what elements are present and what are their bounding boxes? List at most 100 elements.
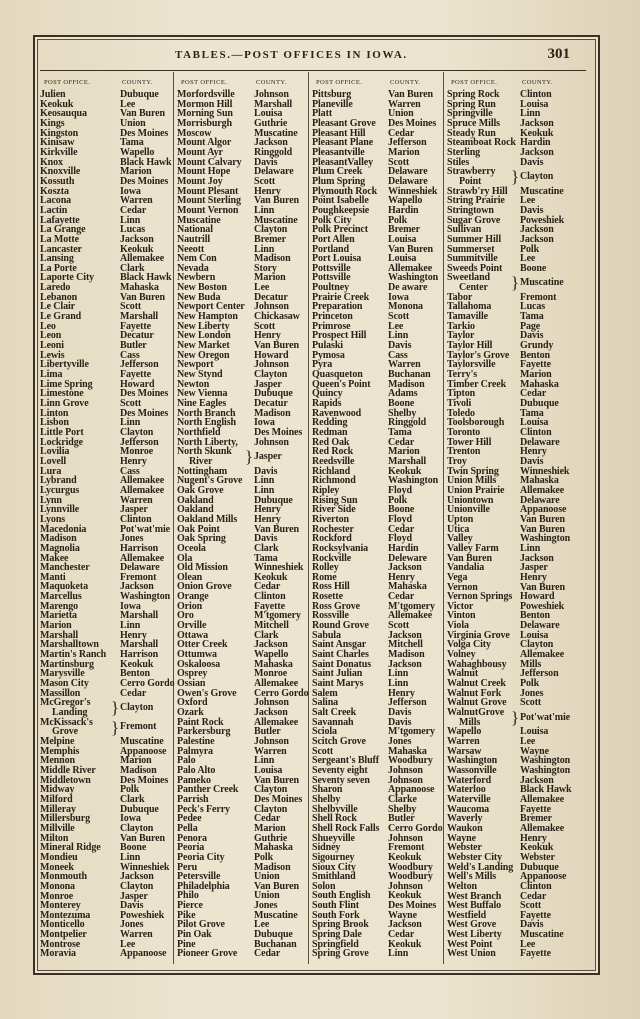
- county-name: Jasper: [120, 890, 148, 902]
- county-name: Muscatine: [120, 736, 164, 747]
- post-office-name: Saint Marys: [312, 678, 364, 690]
- county-name: Floyd: [388, 513, 412, 525]
- post-office-name-continued: Landing: [52, 707, 88, 718]
- table-row: New Hampton Chickasaw: [177, 312, 311, 322]
- county-name: Davis: [120, 900, 144, 912]
- post-office-name: Utica: [447, 523, 470, 535]
- table-row: Upton Van Buren: [447, 515, 581, 525]
- post-office-name: Northfield: [177, 426, 221, 438]
- table-row: Point Isabelle Wapello: [312, 196, 446, 206]
- post-office-name: Rocksylvania: [312, 542, 369, 554]
- table-row: Springfield Keokuk: [312, 939, 446, 950]
- post-office-name: Waukon: [447, 822, 483, 834]
- county-name: Iowa: [254, 417, 275, 429]
- county-name: Tama: [120, 137, 144, 149]
- post-office-name: Princeton: [312, 311, 353, 323]
- post-office-name: Mennon: [40, 755, 75, 767]
- county-name: Jackson: [254, 707, 288, 719]
- table-row: South English Keokuk: [312, 891, 446, 901]
- table-row: West Branch Cedar: [447, 891, 581, 902]
- county-name: Warren: [120, 494, 153, 506]
- post-office-name: Spring Rock: [447, 89, 500, 100]
- post-office-name: Linton: [40, 407, 69, 419]
- table-row: Mount Sterling Van Buren: [177, 196, 311, 206]
- table-row: Ripley Floyd: [312, 486, 446, 496]
- county-name: Warren: [120, 195, 153, 207]
- post-office-name: Manchester: [40, 562, 90, 574]
- table-row: New London Henry: [177, 331, 311, 341]
- table-row: Sioux City Woodbury: [312, 862, 446, 873]
- post-office-name-continued: Point: [459, 175, 482, 187]
- post-office-name: Ossian: [177, 678, 206, 690]
- post-office-name: Otter Creek: [177, 639, 228, 651]
- table-row: Mount Hope Delaware: [177, 167, 311, 177]
- table-row: Vandalia Jasper: [447, 563, 581, 573]
- post-office-name: Scitch Grove: [312, 735, 366, 747]
- post-office-name: Toronto: [447, 427, 481, 438]
- county-name: Van Buren: [520, 581, 565, 593]
- table-row: West Union Fayette: [447, 949, 581, 959]
- post-office-name: Rochester: [312, 523, 354, 535]
- post-office-name: Valley: [447, 533, 473, 545]
- post-office-name: Marshalltown: [40, 639, 99, 651]
- post-office-name: Tipton: [447, 388, 476, 400]
- county-name: Wayne: [388, 909, 417, 921]
- table-row: Libertyville Jefferson: [40, 360, 174, 370]
- column-divider: [308, 72, 309, 964]
- post-office-name: Little Port: [40, 426, 84, 438]
- table-row: Newton Jasper: [177, 379, 311, 390]
- county-name: Allemakee: [388, 262, 433, 274]
- post-office-name: Saint Donatus: [312, 658, 371, 670]
- table-row: Pottsville Allemakee: [312, 262, 446, 274]
- county-name: Jackson: [520, 224, 554, 236]
- post-office-name: Morfordsville: [177, 89, 235, 100]
- county-name: Jackson: [520, 552, 554, 564]
- table-row: Monroe Jasper: [40, 890, 174, 902]
- post-office-name: Philo: [177, 890, 199, 902]
- post-office-name: Mineral Ridge: [40, 842, 101, 854]
- table-row: Sciola M'tgomery: [312, 727, 446, 737]
- post-office-name: Mormon Hill: [177, 98, 233, 110]
- table-row: Le Clair Scott: [40, 302, 174, 312]
- table-row: Sterling Jackson: [447, 148, 581, 158]
- county-name: Linn: [120, 620, 141, 632]
- table-row: Otter Creek Jackson: [177, 640, 311, 650]
- post-office-name: Le Clair: [40, 301, 76, 313]
- county-name: Hardin: [388, 204, 419, 216]
- table-row: Montezuma Poweshiek: [40, 910, 174, 921]
- table-row: Monmouth Jackson: [40, 872, 174, 882]
- county-name: Washington: [520, 764, 571, 776]
- table-row: Salem Henry: [312, 688, 446, 699]
- table-row: La Motte Jackson: [40, 235, 174, 245]
- table-row: Prospect Hill Linn: [312, 331, 446, 341]
- post-office-name: Pleasant Plane: [312, 137, 374, 149]
- table-row: Peru Madison: [177, 862, 311, 873]
- table-column: POST OFFICE. COUNTY. Spring Rock Clinton Spr…: [447, 77, 581, 959]
- county-name: Winneshiek: [520, 465, 570, 477]
- table-row: Peoria Mahaska: [177, 843, 311, 853]
- county-name: Linn: [388, 330, 409, 342]
- table-row: Seventy eight Johnson: [312, 766, 446, 776]
- post-office-name: Rising Sun: [312, 494, 358, 506]
- table-row: North English Iowa: [177, 418, 311, 428]
- post-office-name: Tabor: [447, 291, 473, 303]
- table-row: Lycurgus Allemakee: [40, 486, 174, 496]
- county-name: Marshall: [120, 639, 159, 651]
- table-row: Twin Spring Winneshiek: [447, 465, 581, 477]
- county-name: Wapello: [254, 649, 289, 661]
- post-office-name: New Buda: [177, 291, 221, 303]
- county-name: Lee: [388, 320, 404, 332]
- table-row: Riverton Floyd: [312, 515, 446, 525]
- post-office-name: Marysville: [40, 668, 85, 680]
- county-name: Benton: [520, 610, 550, 622]
- county-name: Jackson: [120, 581, 154, 593]
- table-row: Walnut Fork Jones: [447, 688, 581, 699]
- post-office-name: Maquoketa: [40, 581, 88, 593]
- post-office-name: Saint Charles: [312, 649, 369, 661]
- county-name: Warren: [120, 929, 153, 941]
- county-name: Louisa: [388, 253, 417, 265]
- table-row: Paint Rock Allemakee: [177, 717, 311, 728]
- post-office-name: Ross Grove: [312, 600, 360, 612]
